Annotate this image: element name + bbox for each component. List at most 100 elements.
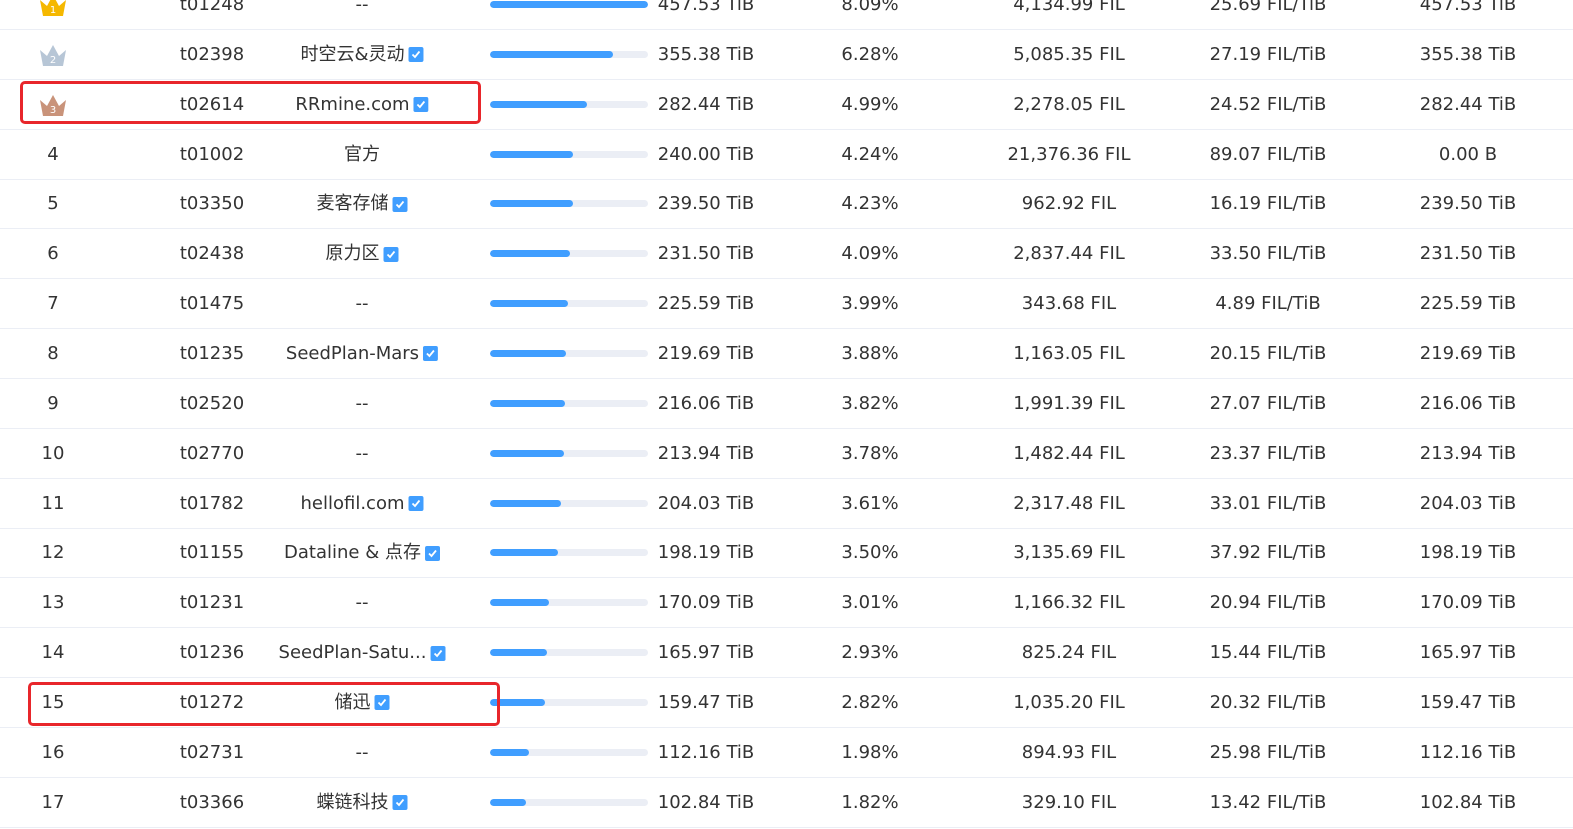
growth-cell: 213.94 TiB: [1419, 442, 1517, 464]
highlight-box: [20, 81, 481, 124]
share-cell: 4.23%: [841, 193, 899, 215]
table-row: 16 -- t02731 112.16 TiB 1.98% 894.93 FIL 25.98…: [0, 728, 1573, 778]
table-row: 12 Dataline & 点存 t01155 198.19 TiB 3.50% 3,13…: [0, 528, 1573, 579]
share-bar-track: [490, 698, 648, 706]
verified-icon: [424, 545, 440, 561]
name-cell: --: [356, 0, 369, 30]
share-cell: 4.24%: [841, 143, 899, 165]
growth-cell: 355.38 TiB: [1419, 43, 1517, 65]
rank-number: 11: [41, 492, 65, 514]
share-bar-track: [490, 748, 648, 756]
share-bar: [490, 300, 568, 308]
rank-number: 5: [47, 193, 59, 215]
power-cell: 225.59 TiB: [657, 293, 755, 315]
rank-cell: 9: [47, 379, 58, 429]
reward-cell: 962.92 FIL: [1021, 193, 1117, 215]
highlight-box: [28, 682, 500, 726]
reward-cell: 343.68 FIL: [1021, 293, 1117, 315]
crown-icon: 1: [40, 0, 66, 16]
name-cell: --: [356, 279, 369, 329]
verified-icon: [430, 645, 446, 661]
growth-cell: 170.09 TiB: [1419, 592, 1517, 614]
share-cell: 8.09%: [841, 0, 899, 15]
id-cell: t02520: [179, 392, 245, 414]
reward-cell: 2,278.05 FIL: [1013, 93, 1125, 115]
share-bar-track: [490, 300, 648, 308]
power-cell: 219.69 TiB: [657, 342, 755, 364]
growth-cell: 219.69 TiB: [1419, 342, 1517, 364]
name-cell: RRmine.com: [295, 80, 429, 130]
growth-cell: 239.50 TiB: [1419, 193, 1517, 215]
table-row: 11 hellofil.com t01782 204.03 TiB 3.61% 2,317…: [0, 479, 1573, 529]
reward-cell: 825.24 FIL: [1021, 642, 1117, 664]
share-bar-track: [490, 250, 648, 258]
rank-cell: 11: [42, 479, 65, 529]
power-cell: 112.16 TiB: [657, 741, 755, 763]
rank-number: 1: [50, 5, 56, 16]
efficiency-cell: 37.92 FIL/TiB: [1209, 542, 1327, 564]
rank-cell: 7: [47, 279, 58, 329]
share-cell: 1.98%: [841, 741, 899, 763]
share-bar-track: [490, 200, 648, 208]
miner-name: 原力区: [325, 243, 380, 265]
efficiency-cell: 20.15 FIL/TiB: [1209, 342, 1327, 364]
rank-number: 4: [47, 143, 59, 165]
name-cell: SeedPlan-Satu...: [279, 628, 446, 678]
rank-cell: 14: [42, 628, 65, 678]
rank-number: 3: [50, 105, 56, 116]
power-cell: 457.53 TiB: [657, 0, 755, 15]
share-bar-track: [490, 1, 648, 8]
id-cell: t01248: [179, 0, 245, 15]
id-cell: t02770: [179, 442, 245, 464]
reward-cell: 1,163.05 FIL: [1013, 342, 1125, 364]
efficiency-cell: 25.69 FIL/TiB: [1209, 0, 1327, 15]
share-bar: [490, 399, 565, 407]
share-bar: [490, 150, 573, 158]
id-cell: t01002: [179, 143, 245, 165]
rank-number: 12: [41, 542, 65, 564]
rank-number: 17: [41, 791, 65, 813]
verified-icon: [413, 97, 429, 113]
table-row: 17 蝶链科技 t03366 102.84 TiB 1.82% 329.10 FIL 13.…: [0, 778, 1573, 828]
id-cell: t02614: [179, 93, 245, 115]
miner-name: 官方: [344, 143, 380, 165]
table-row: 7 -- t01475 225.59 TiB 3.99% 343.68 FIL 4.89 F…: [0, 279, 1573, 330]
share-bar: [490, 549, 559, 557]
share-bar-track: [490, 798, 648, 806]
reward-cell: 21,376.36 FIL: [1007, 143, 1131, 165]
efficiency-cell: 20.32 FIL/TiB: [1209, 691, 1327, 713]
name-cell: --: [356, 429, 369, 479]
crown-icon: 2: [40, 44, 66, 66]
share-cell: 3.78%: [841, 442, 899, 464]
miner-name: 蝶链科技: [316, 791, 389, 813]
reward-cell: 329.10 FIL: [1021, 791, 1117, 813]
rank-number: 10: [41, 442, 65, 464]
id-cell: t02731: [179, 741, 245, 763]
id-cell: t01231: [179, 592, 245, 614]
share-bar: [490, 1, 648, 8]
share-bar: [490, 499, 561, 507]
miner-name: --: [355, 741, 369, 763]
reward-cell: 894.93 FIL: [1021, 741, 1117, 763]
table-row: 1 -- t01248 457.53 TiB 8.09% 4,134.99 FIL 25.6…: [0, 0, 1573, 30]
name-cell: Dataline & 点存: [284, 528, 440, 578]
rank-number: 16: [41, 741, 65, 763]
share-bar-track: [490, 449, 648, 457]
power-cell: 159.47 TiB: [657, 691, 755, 713]
id-cell: t02438: [179, 243, 245, 265]
efficiency-cell: 16.19 FIL/TiB: [1209, 193, 1327, 215]
miner-name: --: [355, 293, 369, 315]
reward-cell: 3,135.69 FIL: [1013, 542, 1125, 564]
name-cell: 时空云&灵动: [300, 30, 424, 80]
miner-name: --: [355, 592, 369, 614]
verified-icon: [408, 496, 424, 511]
reward-cell: 1,991.39 FIL: [1013, 392, 1125, 414]
name-cell: --: [356, 379, 369, 429]
share-cell: 3.01%: [841, 592, 899, 614]
rank-number: 9: [47, 392, 59, 414]
share-cell: 3.99%: [841, 293, 899, 315]
rank-number: 14: [41, 642, 65, 664]
table-row: 10 -- t02770 213.94 TiB 3.78% 1,482.44 FIL 23.…: [0, 429, 1573, 479]
power-cell: 204.03 TiB: [657, 492, 755, 514]
share-bar: [490, 798, 526, 806]
